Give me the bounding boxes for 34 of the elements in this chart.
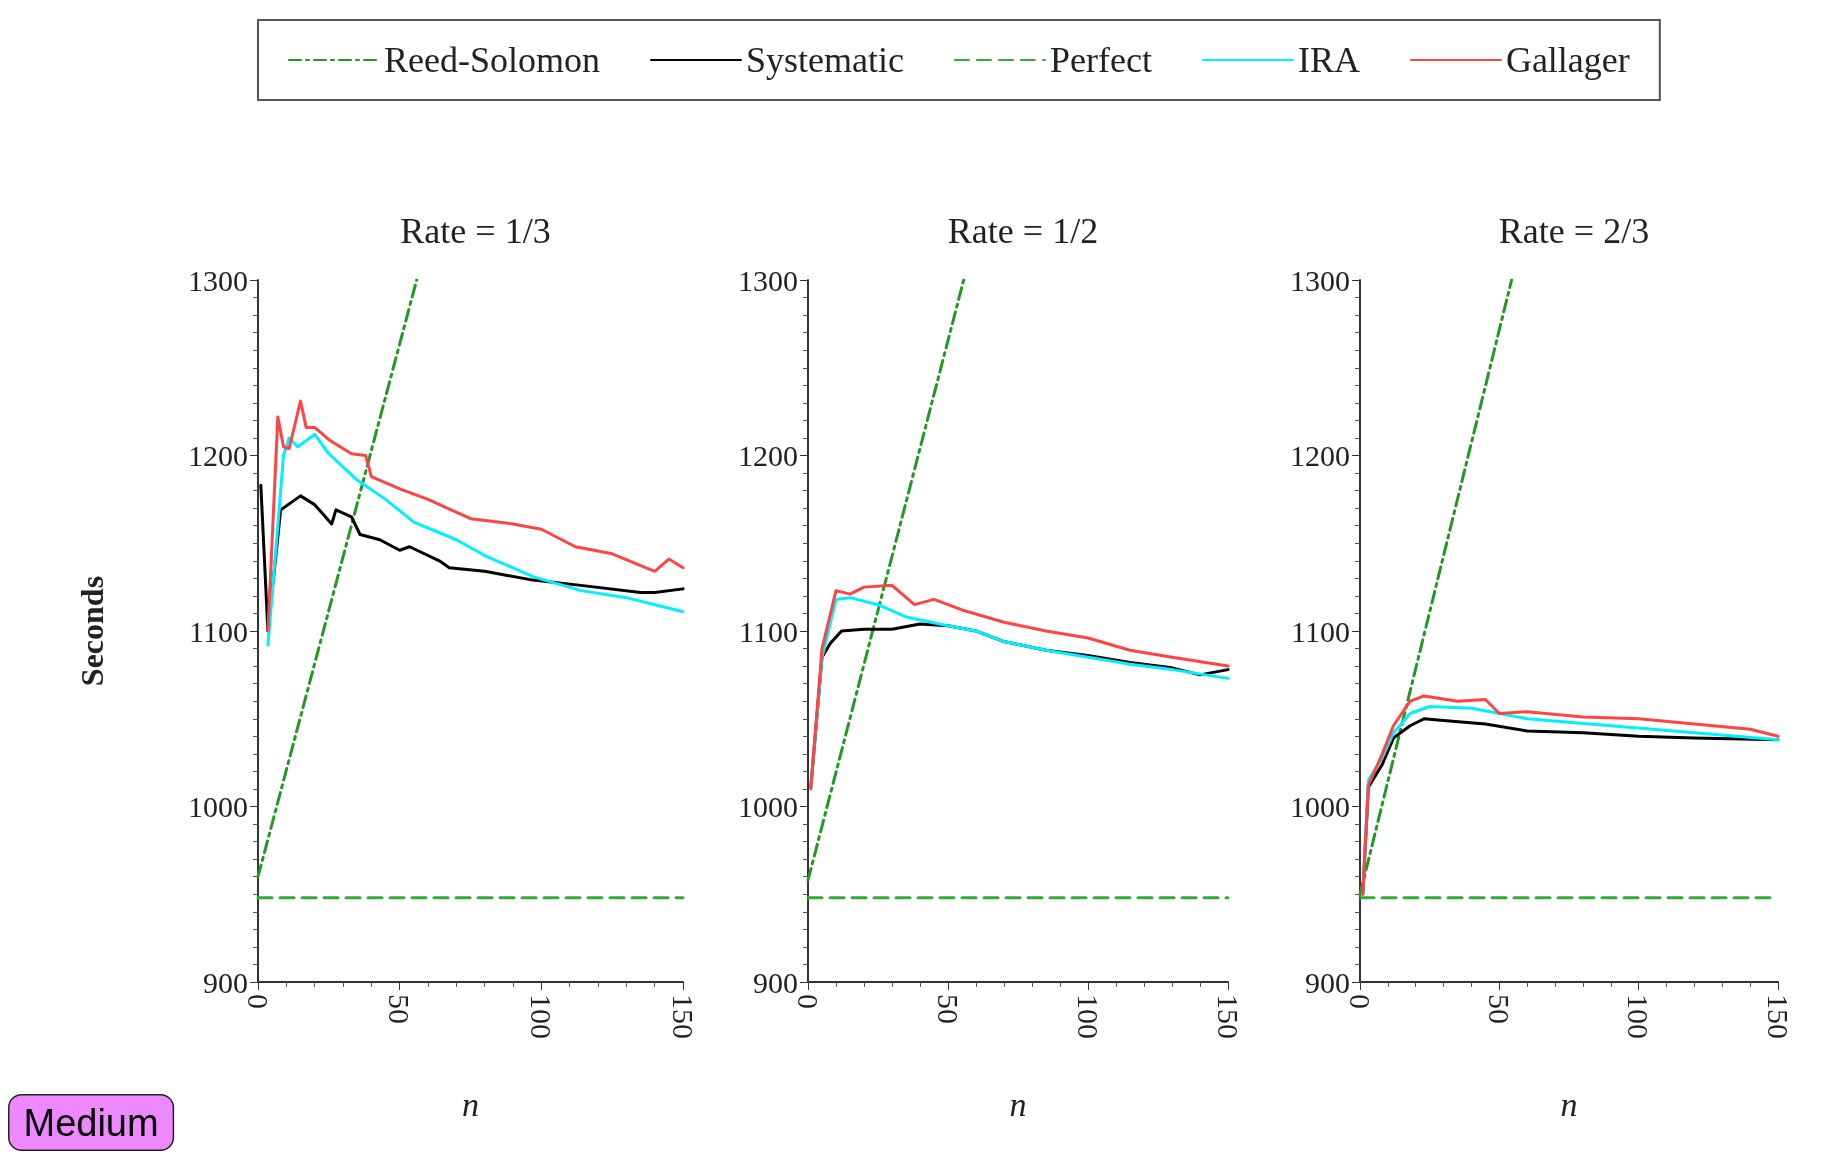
x-tick-label: 100: [1071, 994, 1105, 1039]
x-tick-label: 50: [931, 994, 965, 1024]
x-tick-label: 150: [1761, 994, 1795, 1039]
chart-title: Rate = 1/3: [400, 211, 551, 251]
y-tick-label: 1000: [188, 790, 248, 823]
y-tick-label: 1300: [738, 263, 798, 297]
legend-label: Reed-Solomon: [384, 40, 600, 80]
x-axis-title: n: [1560, 1085, 1578, 1123]
y-tick-label: 1200: [738, 439, 798, 472]
legend-label: Perfect: [1049, 40, 1152, 80]
y-tick-label: 1000: [1290, 790, 1350, 823]
legend-label: Gallager: [1505, 40, 1630, 80]
y-tick-label: 1100: [1291, 614, 1350, 648]
x-tick-label: 50: [1482, 994, 1516, 1024]
legend-label: IRA: [1297, 40, 1360, 80]
y-tick-label: 1100: [189, 614, 248, 648]
y-tick-label: 1300: [1290, 263, 1350, 297]
legend-label: Systematic: [745, 40, 904, 80]
x-tick-label: 150: [666, 994, 700, 1039]
y-tick-label: 1000: [738, 790, 798, 823]
y-tick-label: 1300: [188, 263, 248, 297]
x-tick-label: 150: [1211, 994, 1245, 1039]
y-tick-label: 1100: [739, 614, 798, 648]
x-axis-title: n: [462, 1085, 479, 1123]
chart-title: Rate = 1/2: [947, 211, 1099, 251]
x-tick-label: 100: [1622, 994, 1656, 1039]
y-tick-label: 1200: [1290, 439, 1350, 472]
x-tick-label: 50: [383, 994, 417, 1024]
y-tick-label: 1200: [188, 439, 248, 472]
y-axis-title: Seconds: [74, 575, 110, 687]
x-axis-title: n: [1009, 1085, 1027, 1123]
x-tick-label: 100: [524, 994, 558, 1039]
chart-title: Rate = 2/3: [1498, 211, 1650, 251]
text: Medium: [23, 1101, 159, 1144]
